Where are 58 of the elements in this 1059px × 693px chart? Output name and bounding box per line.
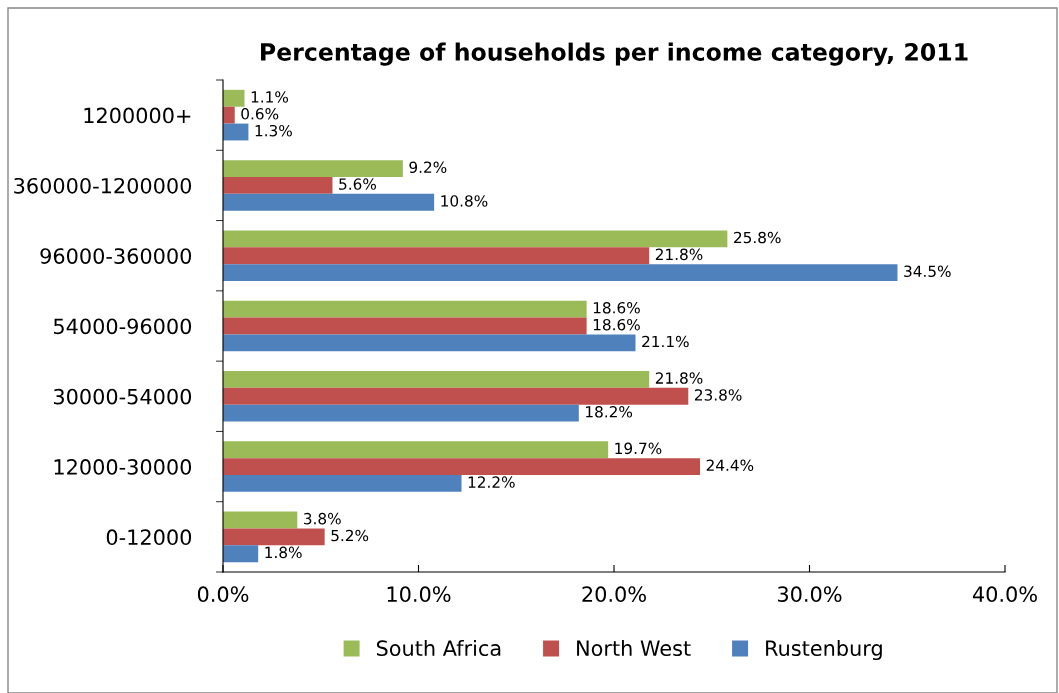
bar <box>223 458 701 476</box>
data-label: 21.8% <box>655 372 703 384</box>
bar <box>223 334 636 352</box>
x-tick-label: 10.0% <box>387 586 451 603</box>
bar <box>223 511 298 529</box>
y-tick-label: 360000-1200000 <box>14 177 192 194</box>
data-label: 9.2% <box>409 161 447 173</box>
x-tick-label: 30.0% <box>778 586 842 603</box>
y-tick-label: 1200000+ <box>84 107 191 124</box>
data-label: 5.6% <box>339 178 377 190</box>
x-tick-label: 0.0% <box>197 586 249 603</box>
bar <box>223 89 245 107</box>
y-tick-label: 0-12000 <box>106 529 192 546</box>
data-label: 21.1% <box>642 335 689 348</box>
chart-title: Percentage of households per income category, 2011 <box>261 42 968 66</box>
bar <box>223 528 325 546</box>
bar <box>223 176 333 194</box>
bar <box>223 404 579 422</box>
bar <box>223 475 462 492</box>
bar <box>223 387 689 405</box>
bar <box>223 160 403 177</box>
y-tick-label: 96000-360000 <box>40 248 192 264</box>
bar <box>223 370 650 388</box>
bar <box>223 106 235 124</box>
bar <box>223 317 587 335</box>
bar <box>223 247 650 265</box>
data-label: 19.7% <box>615 442 662 455</box>
x-tick-label: 20.0% <box>582 586 646 603</box>
bar <box>223 545 259 563</box>
data-label: 1.3% <box>255 124 292 137</box>
data-label: 12.2% <box>468 476 515 488</box>
y-tick-label: 30000-54000 <box>53 388 192 405</box>
data-label: 0.6% <box>241 108 279 120</box>
data-label: 3.8% <box>304 512 341 525</box>
legend-label: Rustenburg <box>766 639 882 661</box>
data-label: 24.4% <box>706 459 754 471</box>
bar <box>223 193 435 211</box>
y-tick-label: 12000-30000 <box>54 459 192 475</box>
bar <box>223 441 609 459</box>
bar <box>223 230 728 248</box>
bar <box>223 264 898 282</box>
data-label: 18.6% <box>593 318 640 331</box>
data-label: 18.6% <box>593 302 640 314</box>
y-tick-label: 54000-96000 <box>53 318 192 335</box>
legend-label: North West <box>577 639 691 657</box>
data-label: 10.8% <box>441 195 488 207</box>
data-label: 1.1% <box>251 91 289 103</box>
data-label: 21.8% <box>655 248 703 261</box>
data-label: 5.2% <box>331 529 369 542</box>
data-label: 34.5% <box>904 265 951 278</box>
bar <box>223 123 249 141</box>
x-tick-label: 40.0% <box>972 586 1037 603</box>
data-label: 23.8% <box>694 389 742 401</box>
data-label: 18.2% <box>586 406 633 418</box>
legend-label: South Africa <box>376 639 501 657</box>
data-label: 25.8% <box>734 231 781 244</box>
bar <box>223 300 587 318</box>
data-label: 1.8% <box>265 546 302 559</box>
